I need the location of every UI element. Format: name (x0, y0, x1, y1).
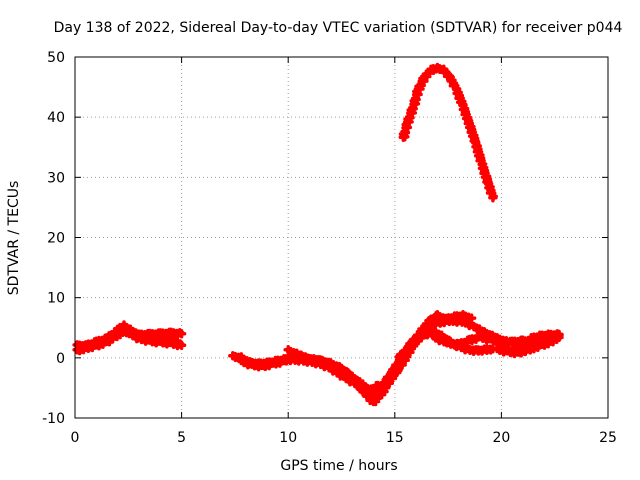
chart-title: Day 138 of 2022, Sidereal Day-to-day VTE… (54, 20, 623, 36)
x-tick-label: 10 (279, 430, 297, 446)
x-tick-label: 0 (71, 430, 80, 446)
x-tick-label: 25 (599, 430, 617, 446)
y-tick-label: 40 (47, 110, 65, 126)
x-tick-label: 15 (386, 430, 404, 446)
tick-layer: 0 5 10 15 20 25 -10 0 10 20 30 40 50 (42, 50, 617, 446)
trace-layer (72, 62, 564, 407)
y-axis-label: SDTVAR / TECUs (6, 181, 22, 296)
y-tick-label: 30 (47, 170, 65, 186)
x-tick-label: 5 (177, 430, 186, 446)
grid-layer (75, 57, 608, 418)
x-tick-label: 20 (492, 430, 510, 446)
series-arc-4c (517, 329, 564, 351)
y-tick-label: -10 (42, 411, 65, 427)
y-tick-label: 10 (47, 291, 65, 307)
series-arc-5 (398, 62, 498, 203)
series-arc-1c (80, 323, 183, 353)
x-axis-label: GPS time / hours (280, 458, 397, 474)
y-tick-label: 0 (56, 351, 65, 367)
y-tick-label: 50 (47, 50, 65, 66)
y-tick-label: 20 (47, 231, 65, 247)
